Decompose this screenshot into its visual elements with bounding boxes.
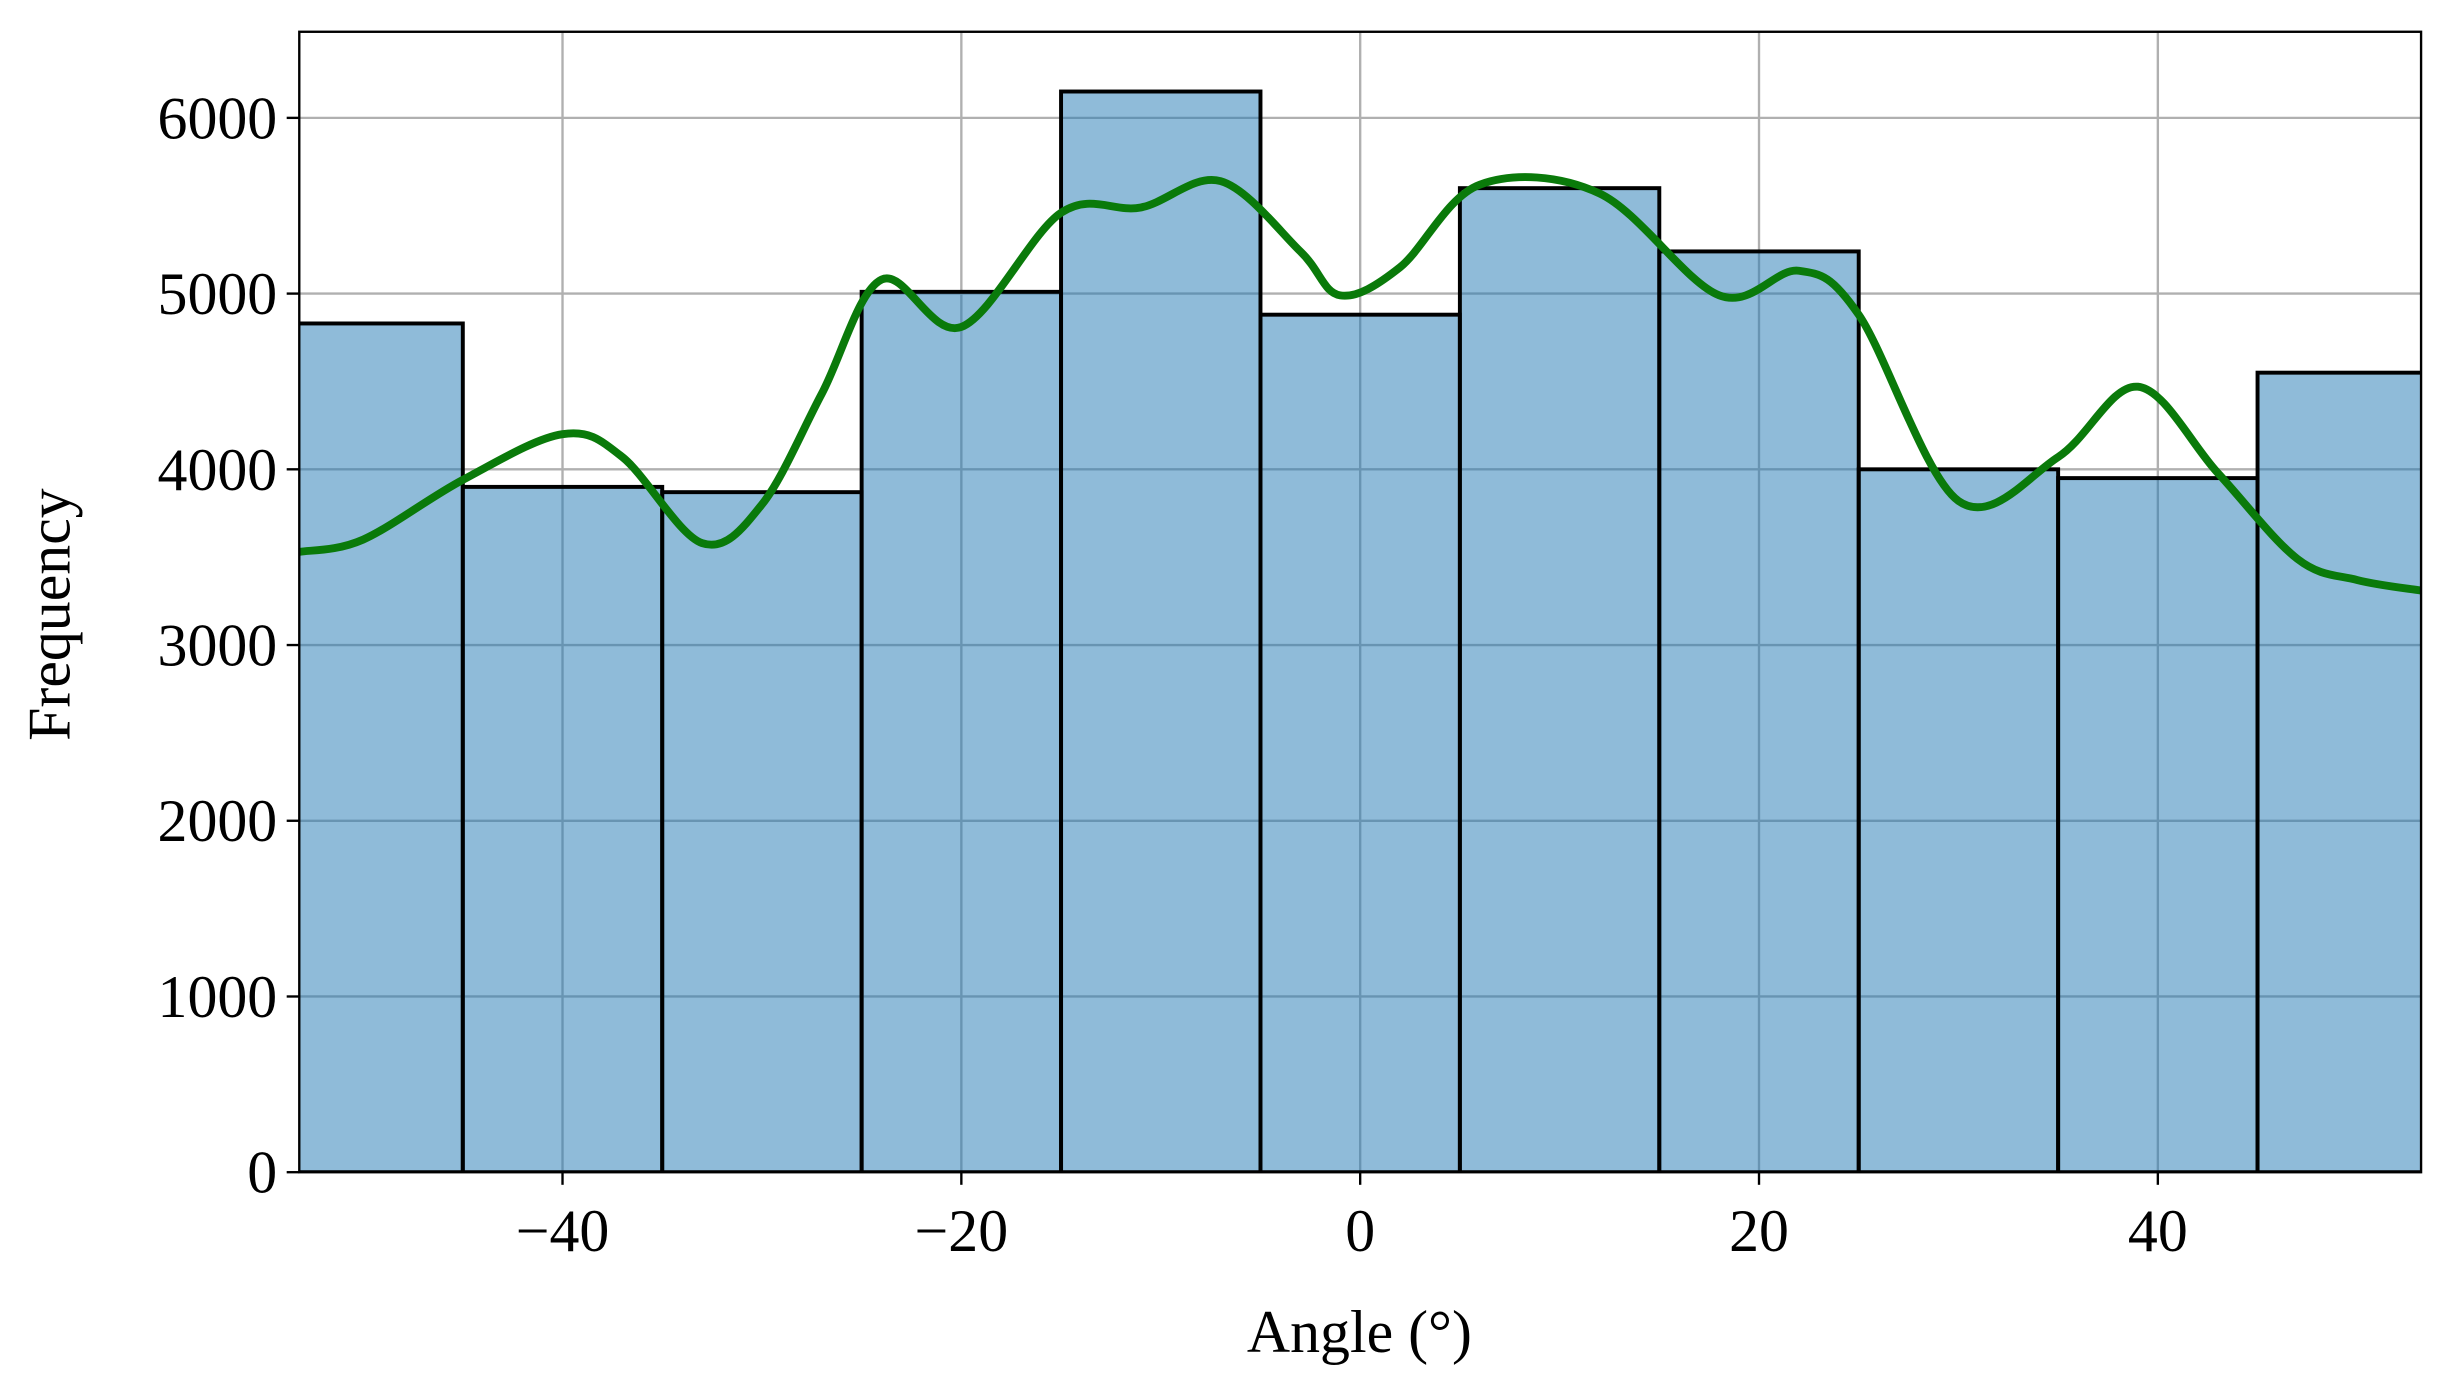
y-tick-label: 0 xyxy=(247,1140,277,1206)
x-tick-label: 20 xyxy=(1729,1198,1789,1264)
x-tick-label: −40 xyxy=(516,1198,610,1264)
y-tick-label: 3000 xyxy=(158,613,278,679)
bar xyxy=(1856,467,2061,1173)
bar xyxy=(299,321,465,1173)
bars xyxy=(299,89,2422,1173)
bar xyxy=(859,289,1064,1173)
x-tick-label: −20 xyxy=(915,1198,1009,1264)
kde xyxy=(299,173,2422,595)
bar xyxy=(660,490,864,1173)
bar xyxy=(1457,186,1662,1173)
axes: −40 −20 0 20 40 0 1000 2000 3000 4000 5000 6000 xyxy=(158,85,2188,1264)
bar xyxy=(2056,476,2260,1173)
y-axis-label: Frequency xyxy=(16,488,82,741)
bar xyxy=(1258,312,1462,1173)
y-tick-label: 2000 xyxy=(158,788,278,854)
x-axis-label: Angle (°) xyxy=(1247,1299,1472,1365)
bar xyxy=(1657,249,1861,1173)
bar xyxy=(2255,370,2422,1173)
bar xyxy=(460,484,665,1173)
bar xyxy=(1059,89,1263,1173)
y-tick-label: 6000 xyxy=(158,85,278,151)
x-tick-label: 40 xyxy=(2128,1198,2188,1264)
x-tick-label: 0 xyxy=(1345,1198,1375,1264)
kde-line xyxy=(299,173,2422,595)
y-tick-label: 1000 xyxy=(158,964,278,1030)
y-tick-label: 4000 xyxy=(158,437,278,503)
y-tick-label: 5000 xyxy=(158,261,278,327)
